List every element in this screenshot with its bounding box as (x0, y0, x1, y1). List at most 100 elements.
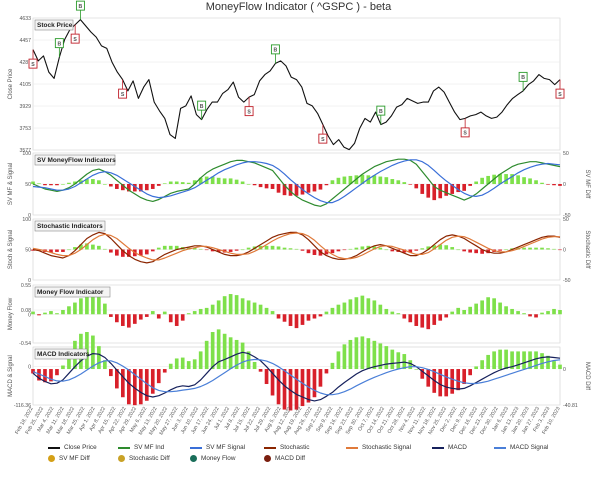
diff-bar (462, 369, 467, 385)
diff-bar (300, 369, 305, 407)
diff-bar (103, 303, 107, 315)
diff-bar (552, 361, 556, 370)
diff-bar (540, 353, 544, 370)
diff-bar (120, 314, 125, 326)
diff-bar (540, 312, 544, 315)
legend-item[interactable]: Money Flow (190, 455, 235, 462)
diff-bar (31, 181, 35, 184)
diff-bar (192, 180, 197, 184)
legend-item[interactable]: SV MF Diff (48, 455, 90, 462)
diff-bar (552, 308, 556, 315)
diff-bar (360, 336, 365, 370)
signal-label: S (121, 92, 125, 98)
diff-bar (222, 178, 227, 184)
diff-bar (186, 361, 191, 370)
legend-item[interactable]: SV MF Signal (190, 444, 245, 451)
diff-bar (294, 184, 299, 196)
signal-label: S (73, 37, 77, 43)
diff-bar (120, 369, 125, 398)
diff-bar (360, 295, 365, 315)
signal-label: S (321, 137, 325, 143)
legend-item[interactable]: Stochastic Diff (118, 455, 170, 462)
legend-label: MACD (448, 444, 467, 451)
series-line (32, 19, 561, 151)
legend-item[interactable]: Close Price (48, 444, 97, 451)
diff-bar (198, 177, 203, 184)
diff-bar (138, 249, 143, 256)
diff-bar (210, 304, 215, 315)
diff-bar (360, 174, 365, 184)
y2-tick-label: 0 (563, 248, 566, 254)
diff-bar (73, 302, 77, 315)
diff-bar (73, 247, 77, 250)
diff-bar (522, 313, 526, 315)
diff-bar (43, 184, 47, 186)
diff-bar (55, 249, 59, 252)
legend-item[interactable]: MACD Diff (264, 455, 305, 462)
legend-label: Stochastic (280, 444, 310, 451)
diff-bar (120, 184, 125, 191)
diff-bar (390, 249, 395, 252)
diff-bar (474, 366, 478, 370)
diff-bar (468, 306, 473, 315)
diff-bar (330, 249, 335, 254)
diff-bar (348, 248, 353, 250)
legend-item[interactable]: Stochastic Signal (346, 444, 411, 451)
diff-bar (534, 351, 538, 370)
diff-bar (210, 249, 215, 252)
diff-bar (31, 369, 35, 374)
diff-bar (246, 184, 251, 185)
legend-item[interactable]: Stochastic (264, 444, 309, 451)
legend-item[interactable]: MACD (432, 444, 467, 451)
signal-label: B (79, 4, 83, 10)
diff-bar (79, 298, 83, 315)
diff-bar (498, 174, 502, 184)
diff-bar (31, 311, 35, 315)
y2-axis-label: MACD Diff (584, 362, 590, 391)
diff-bar (91, 291, 95, 315)
diff-bar (270, 245, 275, 250)
panel-title-box (34, 154, 116, 166)
diff-bar (115, 369, 119, 389)
y-tick-label: 0.55 (21, 283, 31, 289)
diff-bar (222, 296, 227, 315)
diff-bar (85, 243, 89, 250)
diff-bar (468, 184, 473, 186)
diff-bar (522, 247, 526, 250)
diff-bar (438, 184, 443, 199)
y-tick-label: 50 (25, 182, 31, 188)
diff-bar (252, 361, 257, 370)
diff-bar (480, 177, 484, 184)
diff-bar (438, 369, 443, 397)
diff-bar (174, 314, 179, 326)
diff-bar (109, 184, 113, 187)
y2-tick-label: -50 (563, 278, 571, 284)
diff-bar (468, 369, 473, 376)
diff-bar (318, 314, 323, 317)
diff-bar (312, 369, 317, 398)
legend-label: SV MF Diff (59, 455, 90, 462)
diff-bar (522, 351, 526, 370)
diff-bar (156, 369, 161, 384)
diff-bar (504, 174, 508, 184)
diff-bar (546, 311, 550, 315)
diff-bar (366, 298, 371, 315)
diff-bar (252, 184, 257, 186)
diff-bar (234, 249, 239, 251)
diff-bar (456, 369, 461, 391)
diff-bar (168, 363, 173, 370)
diff-bar (354, 247, 359, 250)
legend-item[interactable]: SV MF Ind (118, 444, 164, 451)
diff-bar (180, 357, 185, 370)
diff-bar (426, 184, 431, 198)
diff-bar (474, 303, 478, 315)
diff-bar (126, 369, 131, 405)
diff-bar (408, 314, 413, 323)
diff-bar (79, 244, 83, 250)
diff-bar (336, 249, 341, 252)
legend-swatch (346, 446, 358, 449)
buy-signal-marker (75, 0, 85, 11)
legend-item[interactable]: MACD Signal (494, 444, 548, 451)
legend-label: Money Flow (201, 455, 236, 462)
diff-bar (558, 249, 562, 251)
